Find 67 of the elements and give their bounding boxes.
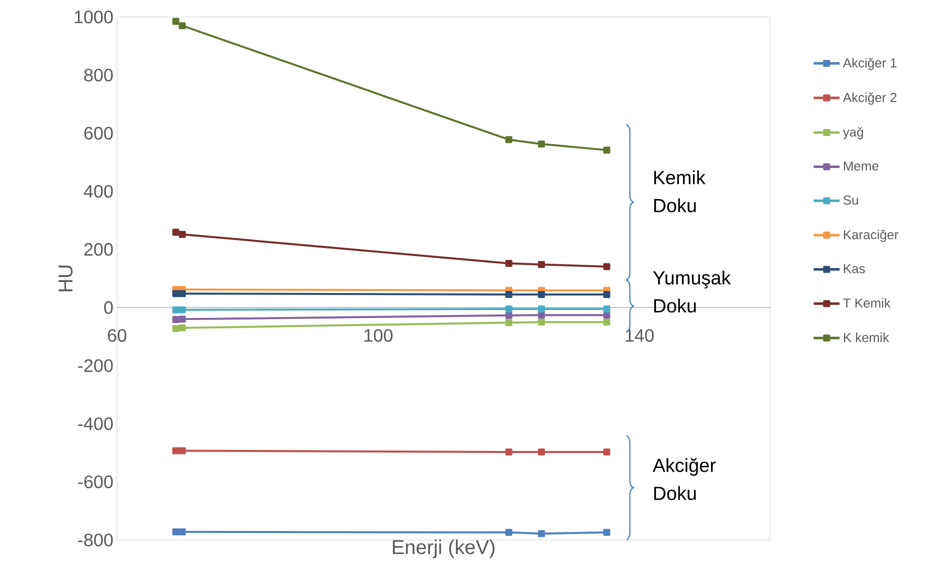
legend-label: yağ [842,126,864,140]
point [505,448,512,456]
y-tick-label: 600 [84,126,113,140]
point [603,305,610,312]
y-tick-label: -600 [78,475,113,488]
point [178,290,186,298]
point [172,324,180,332]
point [505,528,512,536]
legend-label: Su [843,196,858,205]
point [505,319,512,326]
point [172,447,180,454]
x-tick-label: 140 [626,329,654,342]
y-tick-label: -400 [78,417,113,430]
point [505,312,512,319]
point [172,306,180,314]
point [178,306,186,314]
point [178,316,186,323]
point [538,305,545,312]
point [172,528,180,536]
y-tick-label: -200 [78,359,113,372]
point [178,230,186,238]
point [538,140,545,148]
y-tick-label: 800 [84,68,113,82]
point [538,530,545,538]
y-axis-title: HU [58,266,73,292]
y-tick-label: 200 [84,243,113,256]
point [538,318,545,326]
y-tick-label: -800 [78,534,113,546]
point [172,316,180,323]
point [538,290,545,298]
point [178,528,186,536]
legend-label: T Kemik [843,298,891,308]
point [172,18,180,25]
x-axis-title: Enerji (keV) [392,540,494,558]
point [178,22,186,30]
point [178,324,186,332]
point [603,312,610,319]
point [603,528,610,536]
legend-label: Meme [844,162,878,171]
legend-label: Karaciğer [844,230,898,242]
annotation: Kemik Doku [654,170,706,212]
point [505,260,512,267]
point [172,228,180,236]
x-tick-label: 60 [108,329,126,342]
legend-label: Akciğer 1 [842,58,896,70]
x-tick-label: 100 [364,329,393,342]
point [505,305,512,312]
y-tick-label: 0 [104,301,113,314]
annotation: Akciğer Doku [652,458,716,500]
point [505,290,512,298]
legend-label: K kemik [844,332,890,342]
point [603,318,610,326]
annotation: Yumuşak Doku [653,270,731,313]
legend-label: Kas [844,264,865,274]
point [603,448,610,456]
legend-label: Akciğer 2 [842,92,896,105]
point [538,312,545,319]
point [603,290,610,298]
point [172,290,180,298]
point [505,136,512,144]
y-tick-label: 1000 [74,10,113,24]
point [538,261,545,268]
point [178,447,186,454]
point [603,146,610,154]
y-tick-label: 400 [84,184,113,198]
point [538,448,545,456]
point [603,263,610,270]
